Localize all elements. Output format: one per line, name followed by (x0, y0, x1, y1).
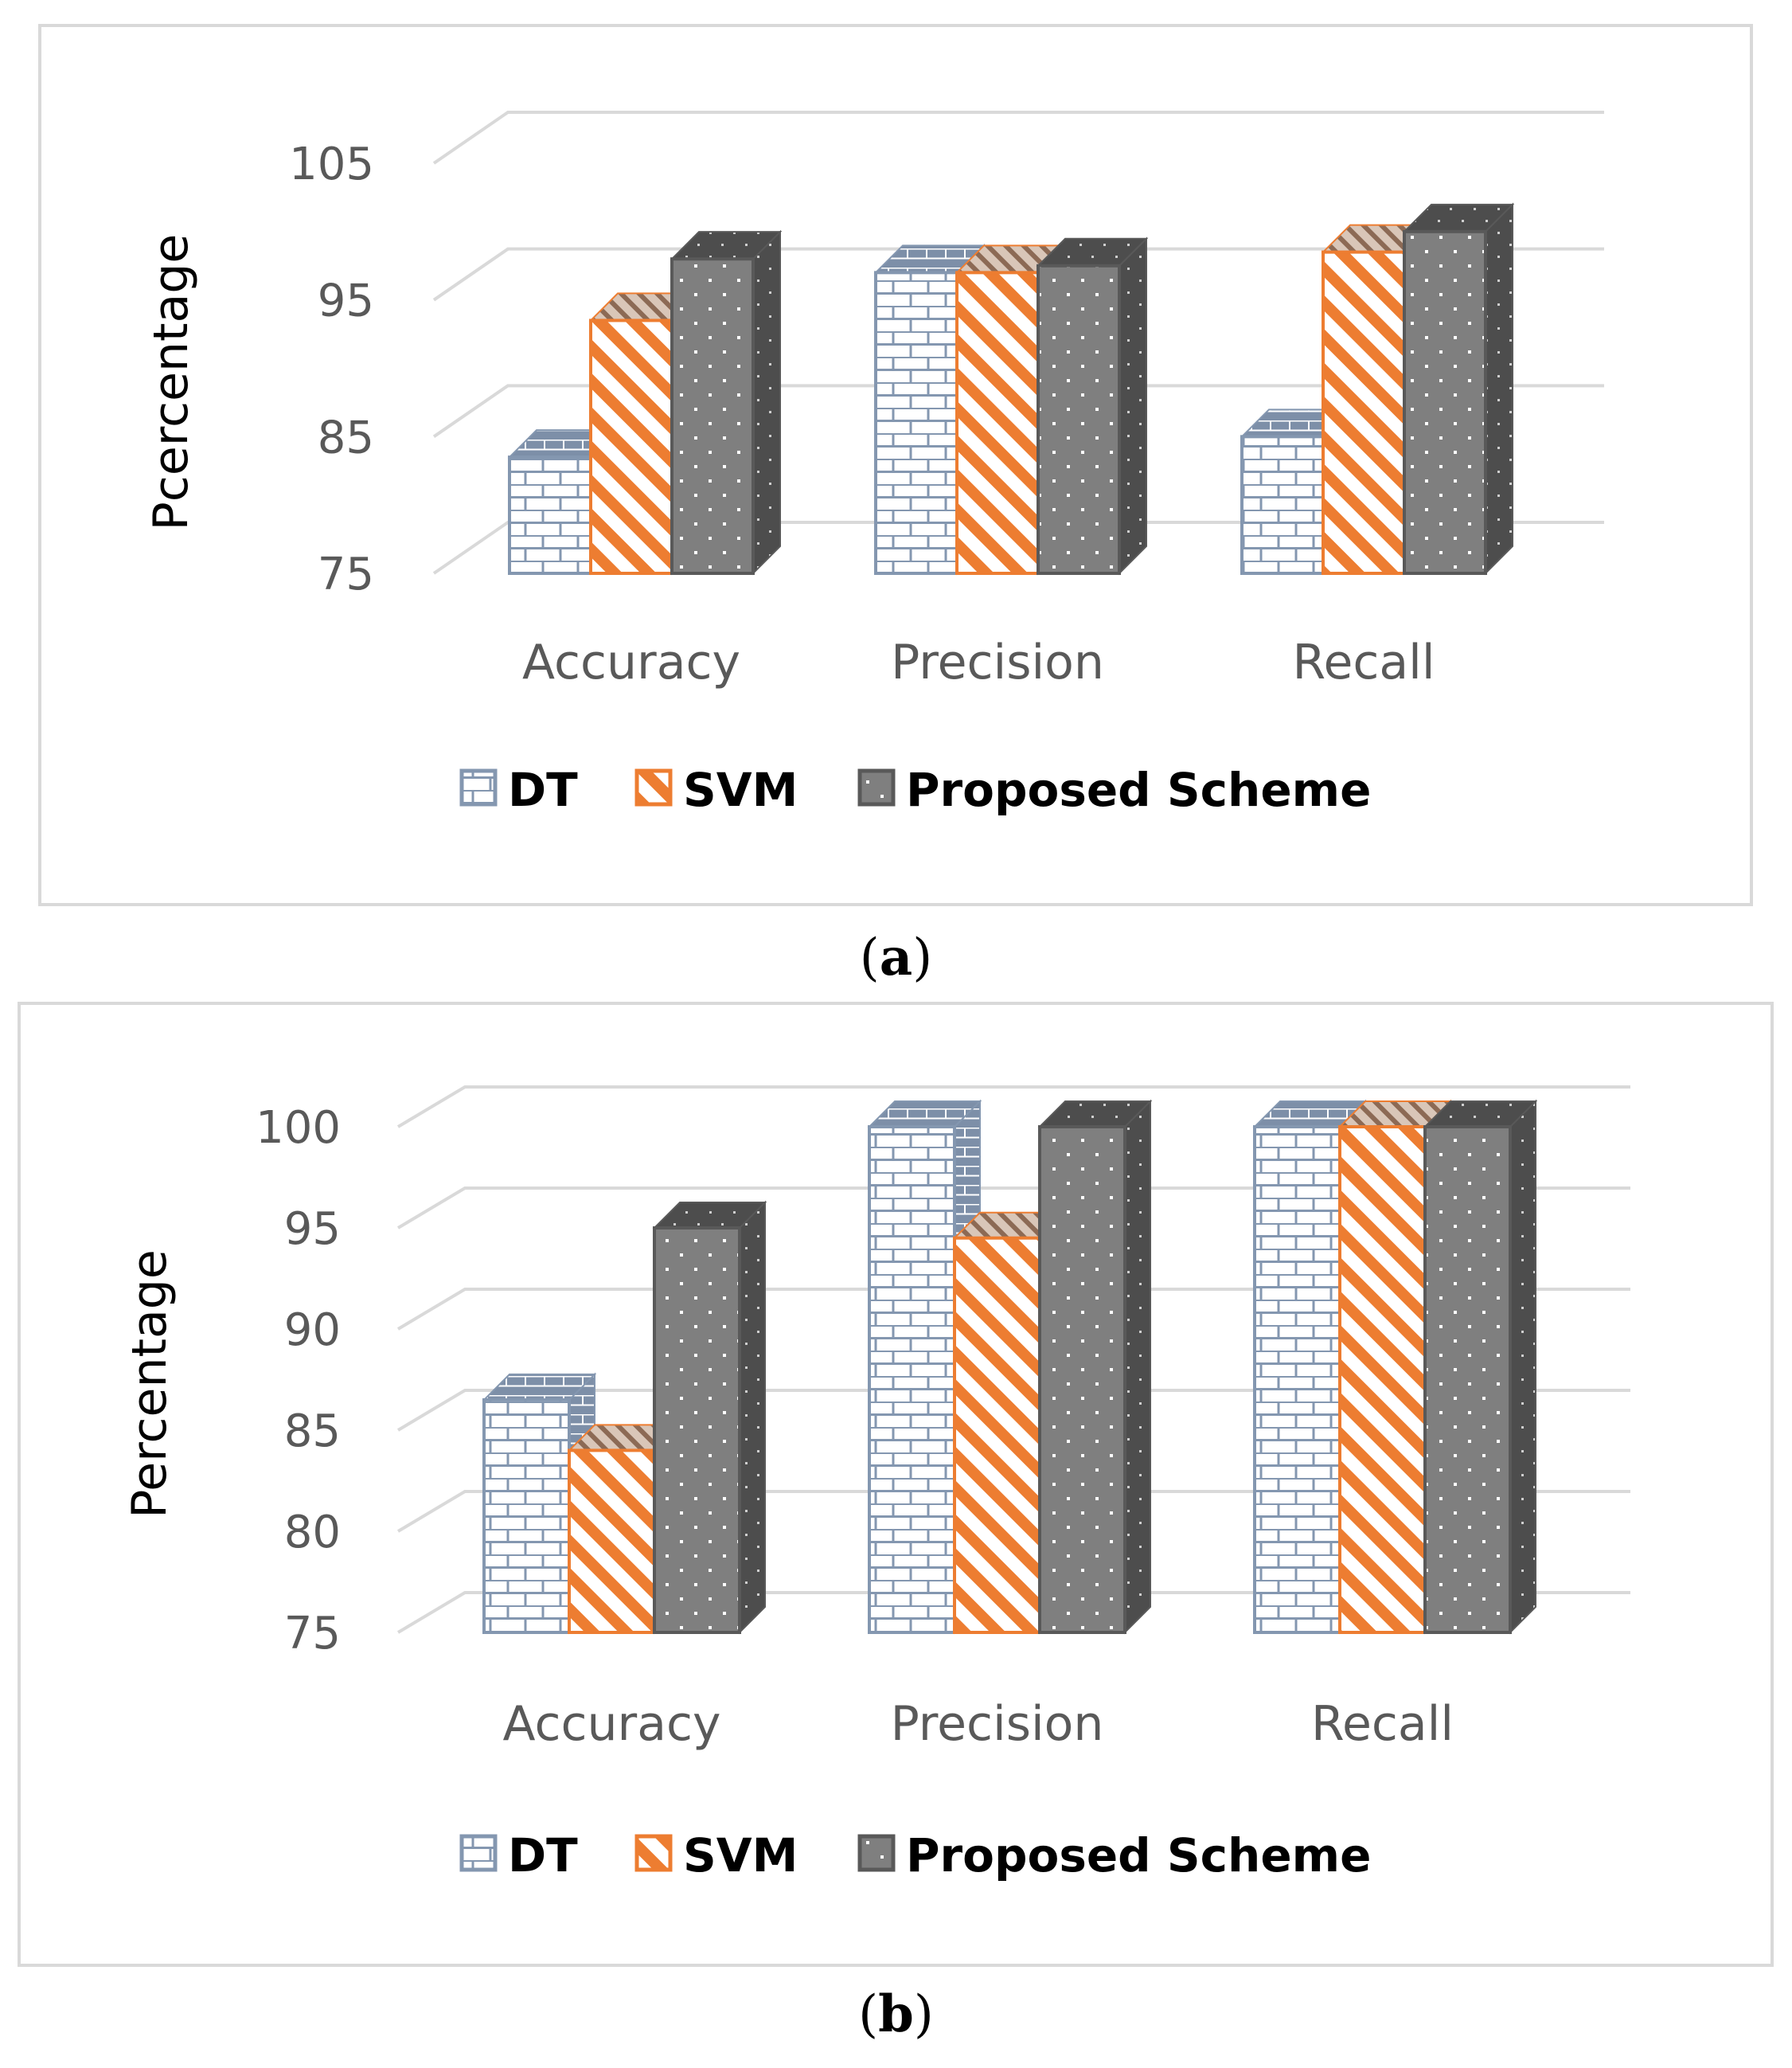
gridline (396, 1389, 1630, 1432)
caption-a-label: a (879, 928, 913, 987)
gridline (396, 1591, 1630, 1634)
bar-proposed-scheme-accuracy (652, 1200, 767, 1635)
gridline (396, 1490, 1630, 1533)
bar-side (752, 229, 781, 576)
x-tick-label-precision: Precision (891, 635, 1104, 690)
legend-label-dt: DT (508, 1828, 578, 1882)
y-axis-label: Percentage (122, 1249, 178, 1519)
bar-front (1253, 1125, 1341, 1634)
x-tick-label-recall: Recall (1292, 635, 1435, 690)
bar-front (1423, 1125, 1512, 1634)
bar-front (482, 1398, 571, 1635)
bar-proposed-scheme-accuracy (670, 229, 783, 576)
bar-front (1240, 435, 1325, 575)
bar-front (670, 257, 755, 575)
legend-swatch-proposed-scheme (857, 1834, 896, 1872)
gridline (432, 384, 1604, 438)
bar-side (1485, 202, 1513, 576)
bar-side (1509, 1099, 1536, 1635)
legend-label-proposed-scheme: Proposed Scheme (906, 1828, 1371, 1882)
legend-label-svm: SVM (683, 1828, 798, 1882)
chart-b: 75 80 85 90 95 100 Percentage Accuracy Precision… (122, 1085, 1630, 1882)
bar-proposed-scheme-precision (1036, 237, 1149, 576)
bar-front (653, 1226, 741, 1634)
gridline (396, 1085, 1630, 1128)
gridline (432, 247, 1604, 302)
legend-swatch-dt (459, 1834, 498, 1872)
legend-label-svm: SVM (683, 763, 798, 817)
gridline (396, 1186, 1630, 1229)
bar-side (1119, 237, 1147, 576)
bar-front (1037, 264, 1121, 575)
bar-front (868, 1125, 956, 1634)
y-tick-label: 100 (256, 1102, 341, 1154)
bar-proposed-scheme-recall (1423, 1099, 1538, 1635)
y-tick-label: 75 (284, 1608, 341, 1659)
y-tick-label: 75 (318, 549, 374, 600)
bar-front (1322, 250, 1406, 575)
bar-side (1124, 1099, 1151, 1635)
y-tick-label: 90 (284, 1304, 341, 1356)
legend-swatch-proposed-scheme (857, 768, 896, 807)
bar-proposed-scheme-precision (1037, 1099, 1153, 1635)
x-tick-label-recall: Recall (1311, 1696, 1454, 1752)
legend-swatch-svm (634, 768, 673, 807)
caption-b-label: b (878, 1984, 914, 2044)
y-tick-label: 95 (318, 276, 374, 327)
bar-side (739, 1200, 766, 1635)
bar-front (1403, 229, 1487, 575)
legend-swatch-svm (634, 1834, 673, 1872)
y-tick-label: 80 (284, 1507, 341, 1558)
caption-a: (a) (859, 928, 933, 987)
gridline (432, 111, 1604, 165)
gridline (396, 1288, 1630, 1331)
x-tick-label-precision: Precision (891, 1696, 1104, 1752)
y-tick-label: 105 (289, 139, 374, 190)
bar-front (955, 271, 1040, 575)
chart-a: 75 85 95 105 Pcercentage Accuracy Precision Rec… (143, 111, 1604, 817)
legend-swatch-dt (459, 768, 498, 807)
x-tick-label-accuracy: Accuracy (503, 1696, 721, 1752)
bar-front (953, 1236, 1041, 1634)
bar-front (1338, 1125, 1427, 1634)
y-axis-label: Pcercentage (143, 234, 199, 531)
bar-front (589, 319, 673, 575)
x-tick-label-accuracy: Accuracy (522, 635, 740, 690)
bar-proposed-scheme-recall (1402, 202, 1515, 576)
caption-b: (b) (858, 1984, 934, 2044)
bar-front (508, 455, 592, 575)
y-tick-label: 95 (284, 1203, 341, 1255)
y-tick-label: 85 (284, 1405, 341, 1457)
bar-front (874, 271, 958, 575)
legend-label-proposed-scheme: Proposed Scheme (906, 763, 1371, 817)
y-tick-label: 85 (318, 412, 374, 463)
bar-front (568, 1448, 656, 1635)
bar-front (1038, 1125, 1126, 1634)
legend-label-dt: DT (508, 763, 578, 817)
